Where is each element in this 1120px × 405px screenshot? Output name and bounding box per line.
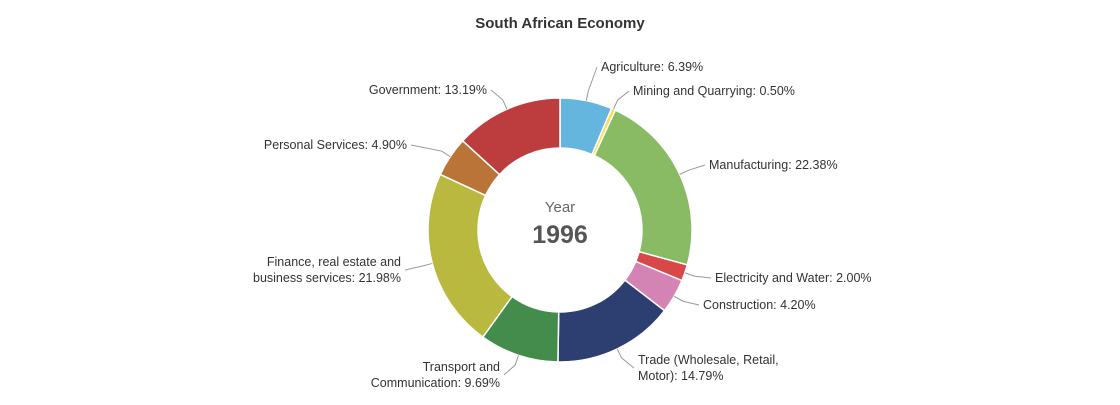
slice-label-government: Government: 13.19% — [369, 83, 487, 97]
slice-label-transport-and-communication: Transport and Communication: 9.69% — [371, 360, 500, 390]
leader-line-agriculture — [585, 66, 598, 101]
slice-label-construction: Construction: 4.20% — [703, 298, 816, 312]
leader-line-construction — [673, 295, 700, 306]
slices-layer — [427, 97, 693, 363]
leader-line-personal-services — [410, 144, 451, 158]
slice-label-finance-real-estate-and-business-services: Finance, real estate and business service… — [253, 255, 401, 285]
slice-label-personal-services: Personal Services: 4.90% — [264, 138, 407, 152]
slice-finance-real-estate-and-business-services[interactable] — [427, 173, 514, 339]
leader-line-trade-wholesale-retail-motor — [616, 348, 635, 369]
slice-label-mining-and-quarrying: Mining and Quarrying: 0.50% — [633, 84, 795, 98]
leader-line-finance-real-estate-and-business-services — [404, 262, 433, 271]
slice-label-trade-wholesale-retail-motor: Trade (Wholesale, Retail, Motor): 14.79% — [638, 353, 779, 383]
labels-layer: Agriculture: 6.39% Mining and Quarrying: … — [253, 60, 872, 390]
chart-title: South African Economy — [475, 15, 645, 32]
slice-label-agriculture: Agriculture: 6.39% — [601, 60, 703, 74]
leader-line-transport-and-communication — [503, 355, 519, 376]
center-caption: Year — [545, 199, 575, 216]
leader-line-mining-and-quarrying — [613, 90, 630, 110]
leader-line-manufacturing — [679, 164, 706, 175]
leader-line-government — [490, 89, 508, 110]
slice-label-manufacturing: Manufacturing: 22.38% — [709, 158, 838, 172]
slice-manufacturing[interactable] — [593, 109, 693, 266]
slice-label-electricity-and-water: Electricity and Water: 2.00% — [715, 271, 872, 285]
leaders-layer — [404, 66, 712, 376]
slice-government[interactable] — [461, 97, 561, 176]
leader-line-electricity-and-water — [684, 272, 712, 279]
center-value: 1996 — [532, 221, 588, 249]
